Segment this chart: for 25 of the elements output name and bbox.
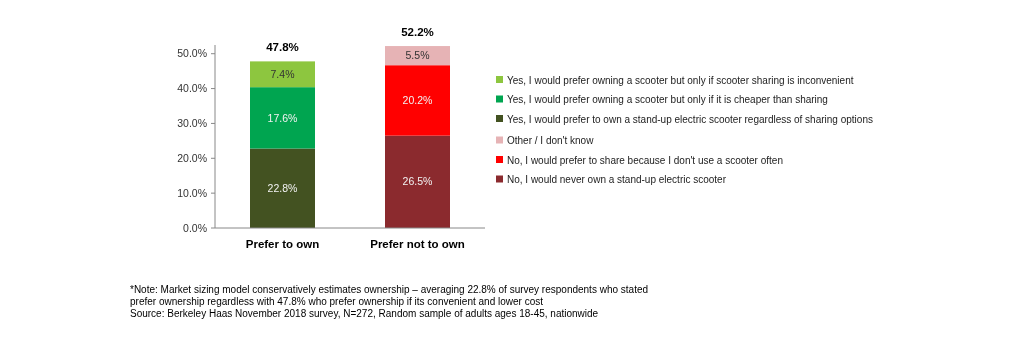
legend-label: Other / I don't know: [507, 135, 595, 146]
legend-label: No, I would prefer to share because I don't use a scooter often: [507, 154, 783, 166]
legend-label: Yes, I would prefer owning a scooter but only if it is cheaper than sharing: [507, 94, 828, 105]
legend-label: No, I would never own a stand-up electric scooter: [507, 174, 727, 185]
total-label: 47.8%: [266, 41, 299, 54]
y-tick-label: 20.0%: [177, 151, 207, 164]
y-tick-label: 50.0%: [177, 47, 207, 60]
text: prefer ownership regardless with 47.8% who prefer ownership if its convenient and lower cost: [130, 296, 544, 307]
source-note: Source: Berkeley Haas November 2018 survey, N=272, Random sample of adults ages 18-45, nationwide: [130, 308, 599, 319]
data-label: 5.5%: [405, 49, 430, 62]
data-label: 26.5%: [402, 175, 433, 188]
total-label: 52.2%: [401, 26, 434, 39]
x-tick-label: Prefer not to own: [370, 238, 465, 250]
data-label: 7.4%: [270, 67, 295, 80]
x-tick-label: Prefer to own: [245, 238, 320, 250]
data-label: 17.6%: [267, 111, 298, 124]
legend-label: Yes, I would prefer owning a scooter but only if scooter sharing is inconvenient: [507, 74, 854, 86]
text: *Note: Market sizing model conservatively estimates ownership – averaging 22.8% of survey respondents who stated: [130, 284, 649, 295]
y-tick-label: 0.0%: [183, 221, 207, 234]
y-tick-label: 40.0%: [177, 82, 207, 95]
data-label: 20.2%: [402, 94, 433, 107]
data-label: 22.8%: [267, 181, 298, 194]
y-tick-label: 30.0%: [177, 117, 207, 130]
legend-label: Yes, I would prefer to own a stand-up electric scooter regardless of sharing options: [507, 113, 873, 125]
y-tick-label: 10.0%: [177, 186, 207, 199]
